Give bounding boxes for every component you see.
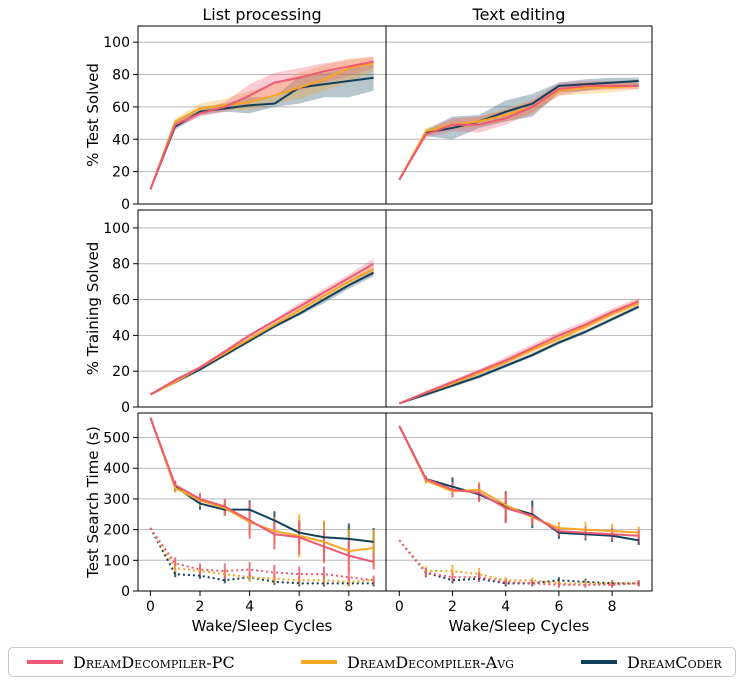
series-line-pc [149,60,374,190]
y-tick-label: 100 [103,553,130,569]
panel-0: 0 20 40 60 80 100% Test Solved List processing [84,5,387,213]
band-avg [150,265,374,395]
panel-title: List processing [202,5,321,24]
band-pc [150,56,374,190]
x-tick-label: 4 [501,599,510,615]
legend-swatch-dc [581,660,617,664]
axes-frame [385,209,653,408]
series-line-avg [149,62,374,190]
panel-5: 0 2 4 6 8 Wake/Sleep Cycles [385,412,653,635]
legend-label-pc: DreamDecompiler-PC [73,652,235,672]
band-pc [399,297,639,404]
x-tick-label: 8 [344,599,353,615]
x-tick-label: 0 [395,599,404,615]
series-line-dc-dotted [398,539,639,585]
band-dc [150,64,374,190]
series-line-pc [398,84,639,181]
band-pc [399,81,639,180]
legend-item-dc: DreamCoder [581,648,722,676]
series-line-pc [398,425,639,537]
x-tick-label: 4 [245,599,254,615]
axes-frame [137,25,387,205]
y-tick-label: 0 [121,197,130,213]
x-tick-label: 2 [196,599,205,615]
panel-1: Text editing [385,5,653,205]
y-axis-label: Test Search Time (s) [84,426,102,579]
x-axis-label: Wake/Sleep Cycles [449,617,590,635]
x-tick-label: 8 [608,599,617,615]
series-line-pc [149,417,374,563]
y-axis-label: % Test Solved [84,63,102,167]
series-line-pc-dotted [149,527,374,582]
panel-title: Text editing [472,5,566,24]
series-line-pc [398,300,640,405]
y-tick-label: 0 [121,400,130,416]
legend-label-avg: DreamDecompiler-Avg [347,652,514,672]
series-line-dc [149,417,374,543]
y-tick-label: 40 [112,328,130,344]
y-tick-label: 60 [112,100,130,116]
series-line-avg-dotted [398,539,639,585]
series-line-dc-dotted [149,527,374,585]
axes-frame [385,412,653,592]
y-tick-label: 20 [112,165,130,181]
x-axis-label: Wake/Sleep Cycles [192,617,333,635]
panel-2: 0 20 40 60 80 100% Training Solved [84,209,387,416]
series-line-pc [149,262,375,396]
axes-frame [385,25,653,205]
y-tick-label: 20 [112,364,130,380]
y-tick-label: 60 [112,293,130,309]
y-tick-label: 40 [112,132,130,148]
axes-frame [137,209,387,408]
x-tick-label: 6 [554,599,563,615]
series-line-avg [398,84,639,181]
series-line-pc-dotted [398,539,639,586]
y-tick-label: 400 [103,461,130,477]
y-axis-label: % Training Solved [84,242,102,375]
panel-3 [385,209,653,408]
y-tick-label: 100 [103,35,130,51]
legend-label-dc: DreamCoder [627,652,722,672]
series-line-avg [398,425,639,534]
band-avg [150,56,374,190]
legend-item-pc: DreamDecompiler-PC [27,648,235,676]
y-tick-label: 500 [103,431,130,447]
y-tick-label: 100 [103,221,130,237]
legend-swatch-pc [27,660,63,664]
y-tick-label: 0 [121,584,130,600]
x-tick-label: 0 [146,599,155,615]
x-tick-label: 6 [295,599,304,615]
band-pc [150,258,374,395]
y-tick-label: 80 [112,257,130,273]
y-tick-label: 200 [103,523,130,539]
y-tick-label: 300 [103,492,130,508]
legend-item-avg: DreamDecompiler-Avg [301,648,514,676]
legend: DreamDecompiler-PC DreamDecompiler-Avg D… [8,647,736,677]
series-line-dc [398,305,640,405]
y-tick-label: 80 [112,68,130,84]
legend-swatch-avg [301,660,337,664]
x-tick-label: 2 [448,599,457,615]
